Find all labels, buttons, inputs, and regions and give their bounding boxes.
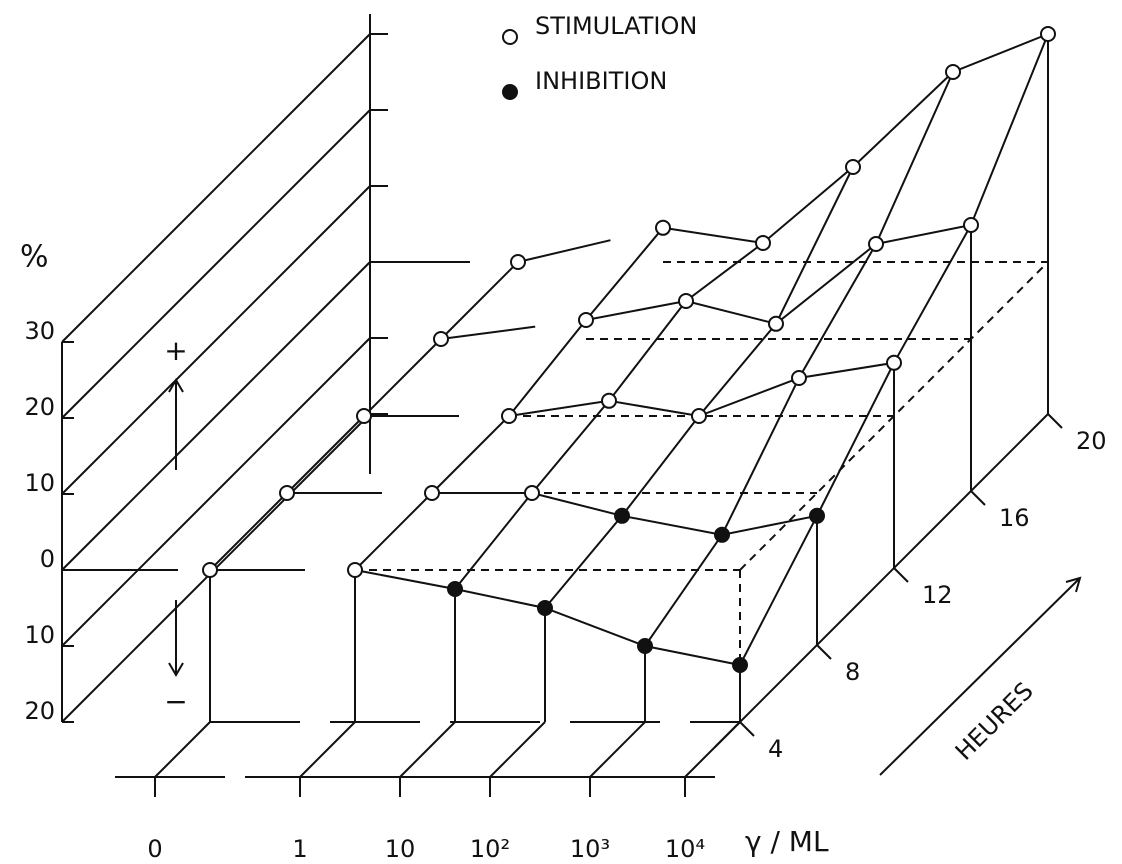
- stimulation-point: [510, 254, 526, 270]
- legend-label: INHIBITION: [535, 67, 667, 95]
- x-tick-label: 10⁴: [665, 835, 705, 863]
- stimulation-point: [524, 485, 540, 501]
- legend-marker: [502, 29, 518, 45]
- inhibition-point: [732, 657, 748, 673]
- time-line: [644, 71, 954, 647]
- z-tick-label: 4: [768, 735, 783, 763]
- inhibition-point: [714, 526, 730, 543]
- z-tick: [893, 567, 909, 583]
- z-tick-label: 12: [922, 581, 953, 609]
- plus-sign: +: [164, 334, 187, 367]
- z-arrow: [879, 577, 1081, 776]
- hour-line: [354, 569, 741, 666]
- z-axis: [714, 413, 1049, 748]
- wall-line: [61, 33, 371, 343]
- stimulation-point: [433, 331, 449, 347]
- wall-line: [61, 185, 371, 495]
- hour-line: [662, 33, 1049, 245]
- stimulation-point: [601, 392, 617, 409]
- stimulation-point: [578, 312, 594, 328]
- stimulation-point: [886, 354, 902, 371]
- y-axis-label: %: [20, 240, 49, 275]
- x-axis-label: γ / ML: [745, 825, 829, 858]
- y-tick-label: 30: [24, 317, 55, 345]
- hour-line: [585, 224, 972, 325]
- stimulation-point: [655, 219, 671, 236]
- stimulation-point: [1040, 26, 1056, 42]
- z-tick-label: 16: [999, 504, 1030, 532]
- z-tick: [970, 490, 986, 506]
- z-arrow-head: [1065, 576, 1082, 593]
- inhibition-point: [637, 638, 653, 654]
- floor-line: [154, 721, 211, 778]
- floor-line: [589, 721, 646, 778]
- x-tick-label: 10: [385, 835, 416, 863]
- y-tick-label: 10: [24, 621, 55, 649]
- wall-line: [61, 261, 371, 571]
- z-tick-label: 20: [1076, 427, 1107, 455]
- wall-line: [61, 337, 371, 647]
- hour-gap-line: [440, 319, 587, 340]
- hour-line: [508, 361, 895, 418]
- z-tick: [816, 644, 832, 660]
- x-tick-label: 10²: [470, 835, 510, 863]
- x-tick-label: 1: [292, 835, 307, 863]
- minus-sign: −: [164, 685, 187, 718]
- x-tick-label: 10³: [570, 835, 610, 863]
- z-tick: [1047, 413, 1063, 429]
- floor-line: [489, 721, 546, 778]
- stimulation-point: [791, 370, 807, 386]
- inhibition-point: [447, 581, 463, 597]
- legend-marker: [502, 84, 518, 100]
- inhibition-point: [614, 507, 630, 524]
- inhibition-point: [809, 507, 825, 524]
- z-tick: [739, 721, 755, 737]
- y-tick-label: 20: [24, 697, 55, 725]
- z-tick-label: 8: [845, 658, 860, 686]
- y-tick-label: 20: [24, 393, 55, 421]
- stimulation-point: [424, 485, 440, 501]
- stimulation-point: [347, 562, 363, 578]
- stimulation-point: [868, 236, 884, 252]
- stimulation-point: [845, 159, 861, 175]
- legend-label: STIMULATION: [535, 12, 697, 40]
- stimulation-point: [755, 235, 771, 251]
- hour-gap-line: [517, 226, 664, 263]
- y-tick-label: 0: [40, 545, 55, 573]
- stimulation-point: [678, 293, 694, 309]
- stimulation-point: [356, 408, 372, 424]
- x-tick-label: 0: [147, 835, 162, 863]
- floor-line: [399, 721, 456, 778]
- stimulation-point: [945, 64, 961, 80]
- stimulation-point: [691, 408, 707, 424]
- wall-line: [61, 109, 371, 419]
- stimulation-point: [963, 217, 979, 233]
- y-tick-label: 10: [24, 469, 55, 497]
- stimulation-point: [501, 408, 517, 424]
- stimulation-point: [202, 562, 218, 578]
- z-axis-label: HEURES: [950, 677, 1039, 766]
- down-arrow-head: [168, 662, 184, 677]
- stimulation-point: [279, 485, 295, 501]
- floor-line: [299, 721, 356, 778]
- inhibition-point: [537, 600, 553, 616]
- stimulation-point: [768, 315, 784, 332]
